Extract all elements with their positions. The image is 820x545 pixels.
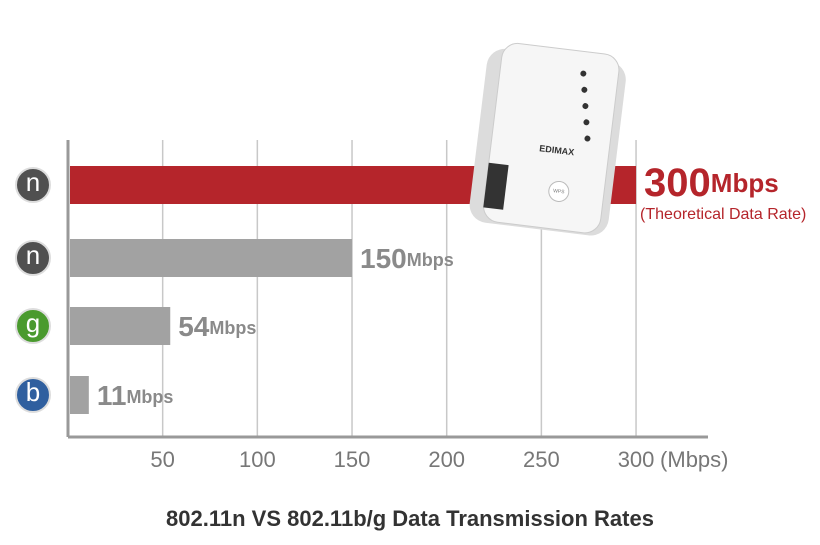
chart-title: 802.11n VS 802.11b/g Data Transmission R… bbox=[166, 506, 654, 531]
value-unit: Mbps bbox=[711, 168, 779, 198]
device-port bbox=[483, 162, 509, 210]
x-tick-label: 150 bbox=[334, 447, 371, 472]
value-label: 11Mbps bbox=[97, 380, 174, 411]
value-number: 300 bbox=[644, 161, 711, 205]
device-led bbox=[582, 103, 589, 110]
device-button-label: WPS bbox=[553, 188, 566, 195]
device-led bbox=[583, 119, 590, 126]
category-icon bbox=[15, 308, 51, 344]
value-label: 150Mbps bbox=[360, 243, 454, 274]
x-tick-label: 50 bbox=[150, 447, 174, 472]
value-unit: Mbps bbox=[407, 250, 454, 270]
category-label: g bbox=[26, 308, 40, 338]
device-image: EDIMAX WPS bbox=[469, 42, 626, 236]
device-led bbox=[580, 70, 587, 77]
category-icon bbox=[15, 240, 51, 276]
value-unit: Mbps bbox=[209, 318, 256, 338]
device-led bbox=[581, 86, 588, 93]
category-icon bbox=[15, 167, 51, 203]
value-number: 54 bbox=[178, 311, 210, 342]
x-tick-label: 250 bbox=[523, 447, 560, 472]
value-label: 300Mbps bbox=[644, 161, 779, 205]
value-unit: Mbps bbox=[126, 387, 173, 407]
device-button bbox=[548, 180, 570, 202]
category-label: n bbox=[26, 167, 40, 197]
value-label: 54Mbps bbox=[178, 311, 256, 342]
value-number: 150 bbox=[360, 243, 407, 274]
x-tick-label: 200 bbox=[428, 447, 465, 472]
x-tick-label: 300 bbox=[618, 447, 655, 472]
bar bbox=[70, 376, 89, 414]
category-label: b bbox=[26, 377, 40, 407]
value-number: 11 bbox=[97, 380, 127, 411]
annotation: (Theoretical Data Rate) bbox=[640, 206, 806, 223]
bar bbox=[70, 307, 171, 345]
x-tick-label: 100 bbox=[239, 447, 276, 472]
bar bbox=[70, 239, 353, 277]
category-icon bbox=[15, 377, 51, 413]
category-label: n bbox=[26, 240, 40, 270]
device-led bbox=[584, 135, 591, 142]
device-brand: EDIMAX bbox=[539, 143, 575, 157]
x-unit-label: (Mbps) bbox=[660, 447, 728, 472]
